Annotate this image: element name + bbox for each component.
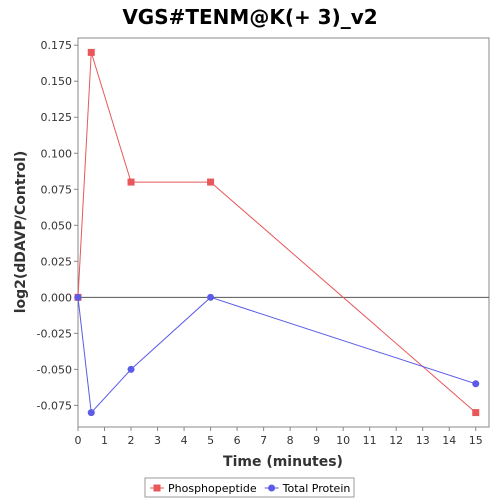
- total-protein-point: [74, 293, 82, 301]
- y-tick-label: 0.050: [41, 219, 73, 232]
- x-tick-label: 6: [234, 434, 241, 447]
- phosphopeptide-point: [472, 409, 480, 417]
- legend-box: [144, 477, 355, 498]
- y-tick-label: 0.100: [41, 147, 73, 160]
- legend-total-protein-marker: [268, 484, 276, 492]
- phosphopeptide-point: [87, 48, 95, 56]
- x-tick-label: 11: [363, 434, 377, 447]
- legend-total-protein-label: Total Protein: [282, 482, 351, 495]
- chart-title: VGS#TENM@K(+ 3)_v2: [122, 5, 377, 29]
- x-tick-label: 4: [181, 434, 188, 447]
- y-tick-label: 0.025: [41, 255, 73, 268]
- total-protein-point: [127, 365, 135, 373]
- total-protein-point: [87, 409, 95, 417]
- total-protein-point: [207, 293, 215, 301]
- x-tick-label: 2: [128, 434, 135, 447]
- x-tick-label: 8: [287, 434, 294, 447]
- x-tick-label: 3: [154, 434, 161, 447]
- plot-area: [77, 37, 490, 428]
- x-tick-label: 1: [101, 434, 108, 447]
- y-tick-label: -0.050: [37, 363, 72, 376]
- legend-phosphopeptide-marker: [153, 484, 161, 492]
- y-tick-label: 0.000: [41, 291, 73, 304]
- x-tick-label: 0: [75, 434, 82, 447]
- y-tick-label: 0.175: [41, 39, 73, 52]
- legend: Phosphopeptide Total Protein: [144, 477, 355, 498]
- x-tick-label: 13: [416, 434, 430, 447]
- y-tick-label: -0.075: [37, 399, 72, 412]
- x-tick-label: 15: [469, 434, 483, 447]
- total-protein-point: [472, 380, 480, 388]
- y-axis-label: log2(dDAVP/Control): [13, 151, 29, 314]
- phosphopeptide-point: [207, 178, 215, 186]
- y-tick-label: 0.150: [41, 75, 73, 88]
- x-tick-label: 7: [260, 434, 267, 447]
- x-tick-label: 12: [389, 434, 403, 447]
- legend-phosphopeptide-label: Phosphopeptide: [168, 482, 257, 495]
- x-tick-label: 5: [207, 434, 214, 447]
- phosphopeptide-point: [127, 178, 135, 186]
- x-tick-label: 10: [336, 434, 350, 447]
- x-tick-label: 9: [313, 434, 320, 447]
- x-axis-label: Time (minutes): [223, 454, 343, 470]
- x-tick-label: 14: [442, 434, 456, 447]
- y-tick-label: -0.025: [37, 327, 72, 340]
- y-tick-label: 0.125: [41, 111, 73, 124]
- y-tick-label: 0.075: [41, 183, 73, 196]
